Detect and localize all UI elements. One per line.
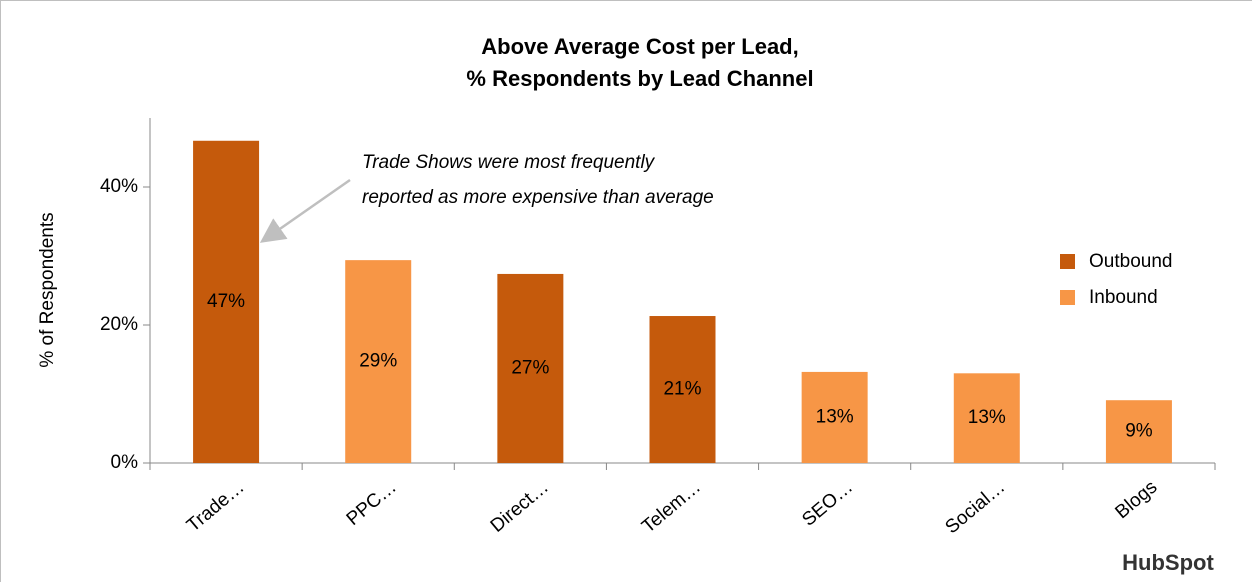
data-label: 13% <box>968 407 1006 428</box>
chart-title: % Respondents by Lead Channel <box>466 66 813 91</box>
bar <box>193 140 260 463</box>
x-tick-label: Direct… <box>487 477 553 537</box>
y-tick-label: 40% <box>100 176 138 197</box>
legend-swatch <box>1060 290 1075 305</box>
data-label: 27% <box>511 357 549 378</box>
bar <box>801 371 868 463</box>
legend-swatch <box>1060 254 1075 269</box>
bar <box>1105 400 1172 463</box>
legend-label: Outbound <box>1089 251 1172 272</box>
data-label: 13% <box>816 406 854 427</box>
x-tick-label: Telem… <box>638 477 705 538</box>
data-label: 9% <box>1125 421 1153 442</box>
y-tick-label: 0% <box>111 452 139 473</box>
x-tick-label: Blogs <box>1111 477 1161 524</box>
x-tick-label: SEO… <box>798 477 857 531</box>
data-label: 21% <box>663 379 701 400</box>
y-axis-label: % of Respondents <box>37 212 58 367</box>
bar <box>345 260 412 463</box>
brand-logo: HubSpot <box>1122 550 1214 575</box>
annotation: Trade Shows were most frequently <box>362 152 656 173</box>
x-tick-label: Trade… <box>183 477 249 537</box>
chart-title: Above Average Cost per Lead, <box>481 34 798 59</box>
data-label: 47% <box>207 291 245 312</box>
legend-label: Inbound <box>1089 287 1158 308</box>
x-tick-label: PPC… <box>343 477 401 530</box>
y-tick-label: 20% <box>100 314 138 335</box>
bar <box>953 373 1020 463</box>
x-tick-label: Social… <box>942 477 1010 539</box>
annotation-arrow <box>259 178 351 243</box>
bar <box>649 316 716 463</box>
bar <box>497 273 564 463</box>
annotation: reported as more expensive than average <box>362 187 714 208</box>
data-label: 29% <box>359 351 397 372</box>
